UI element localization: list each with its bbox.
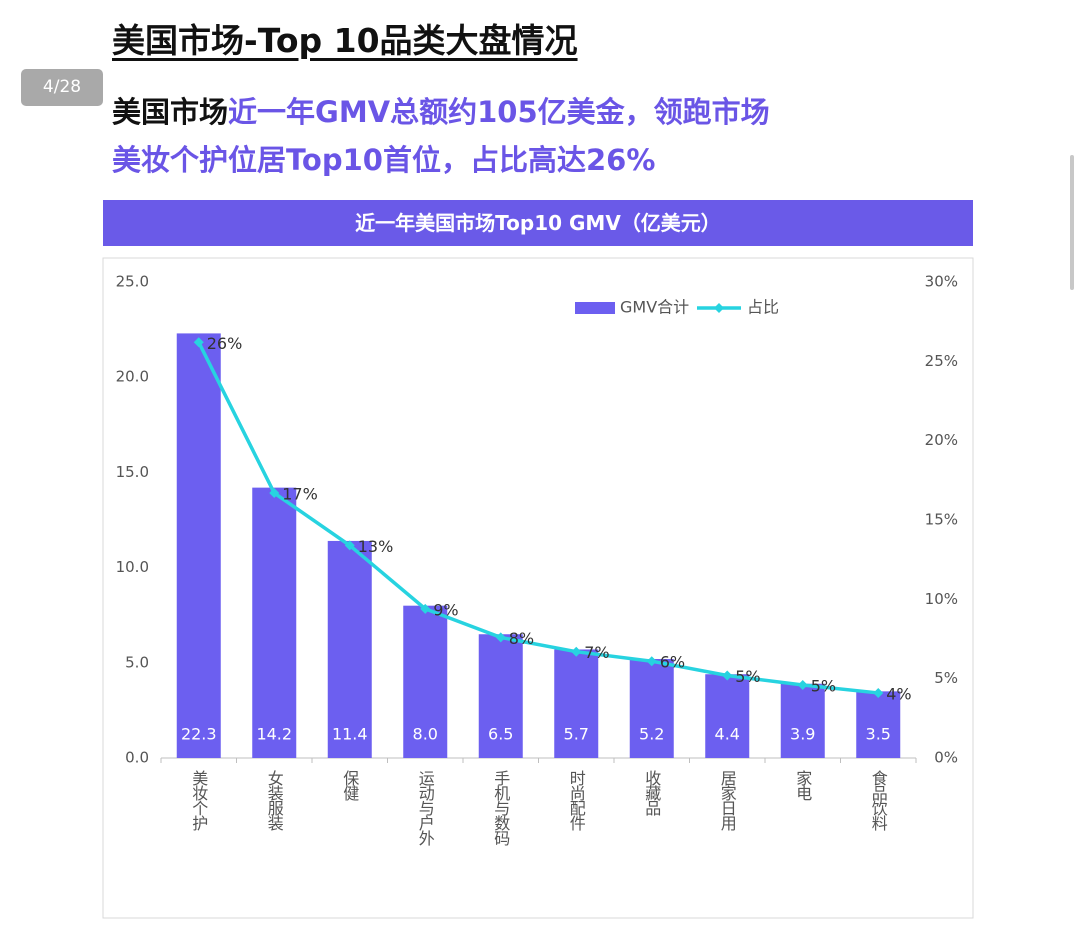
y-tick-label: 0.0 <box>125 749 149 767</box>
x-tick-label: 女装服装 <box>265 769 284 831</box>
line-marker <box>646 656 657 667</box>
bar <box>403 605 448 758</box>
summary-text: 近一年GMV总额约105亿美金，领跑市场 <box>228 95 770 129</box>
bar <box>176 333 221 758</box>
line-marker <box>873 687 884 698</box>
bar-value-label: 5.2 <box>639 725 664 744</box>
y-tick-label: 15.0 <box>116 463 149 481</box>
page-counter: 4/28 <box>21 69 103 106</box>
legend-label: 占比 <box>747 298 779 317</box>
line-marker <box>344 540 355 551</box>
bar <box>252 487 297 758</box>
y2-tick-label: 25% <box>925 352 958 370</box>
y2-tick-label: 30% <box>925 273 958 291</box>
bar-value-label: 22.3 <box>181 725 217 744</box>
bar-value-label: 11.4 <box>332 725 368 744</box>
y2-tick-label: 20% <box>925 431 958 449</box>
y2-tick-label: 0% <box>934 749 958 767</box>
line-value-label: 7% <box>584 643 609 662</box>
x-tick-label: 居家日用 <box>718 770 737 832</box>
line-value-label: 5% <box>735 667 760 686</box>
line-marker <box>722 670 733 681</box>
x-tick-label: 美妆个护 <box>189 770 208 832</box>
bar-value-label: 14.2 <box>256 725 292 744</box>
y-tick-label: 20.0 <box>116 368 149 386</box>
y-tick-label: 5.0 <box>125 653 149 671</box>
y-tick-label: 10.0 <box>116 558 149 576</box>
summary: 美国市场近一年GMV总额约105亿美金，领跑市场美妆个护位居Top10首位，占比… <box>112 88 770 184</box>
bar <box>705 674 750 758</box>
x-tick-label: 收藏品 <box>642 770 661 816</box>
y2-tick-label: 10% <box>925 590 958 608</box>
bar <box>629 658 674 758</box>
legend-swatch <box>714 303 724 313</box>
bar-value-label: 6.5 <box>488 725 513 744</box>
line-marker <box>193 337 204 348</box>
bar-value-label: 4.4 <box>715 725 740 744</box>
line-value-label: 26% <box>207 334 243 353</box>
line-marker <box>571 646 582 657</box>
y2-tick-label: 15% <box>925 511 958 529</box>
line-value-label: 17% <box>282 485 318 504</box>
line-value-label: 6% <box>660 653 685 672</box>
bar <box>554 649 599 758</box>
x-tick-label: 手机与数码 <box>491 770 510 847</box>
line-value-label: 5% <box>811 677 836 696</box>
line-value-label: 13% <box>358 537 394 556</box>
x-tick-label: 家电 <box>793 770 812 801</box>
line-value-label: 4% <box>886 684 911 703</box>
line-marker <box>797 680 808 691</box>
x-tick-label: 时尚配件 <box>567 770 586 831</box>
chart-frame <box>102 257 974 919</box>
x-tick-label: 运动与户外 <box>416 770 435 846</box>
chart-title: 近一年美国市场Top10 GMV（亿美元） <box>103 200 973 246</box>
x-tick-label: 食品饮料 <box>869 770 888 831</box>
y-tick-label: 25.0 <box>116 273 149 291</box>
bar-value-label: 8.0 <box>413 725 438 744</box>
line-marker <box>269 488 280 499</box>
line-marker <box>495 632 506 643</box>
y2-tick-label: 5% <box>934 669 958 687</box>
bar-value-label: 3.5 <box>866 725 891 744</box>
bar <box>478 634 523 758</box>
bar-value-label: 5.7 <box>564 725 589 744</box>
line-value-label: 9% <box>433 600 458 619</box>
x-tick-label: 保健 <box>340 770 359 802</box>
line-marker <box>420 603 431 614</box>
bar <box>856 691 901 758</box>
page-heading: 美国市场-Top 10品类大盘情况 <box>112 21 578 60</box>
legend-label: GMV合计 <box>620 298 689 317</box>
legend-swatch <box>575 302 615 314</box>
summary-text: 美妆个护位居Top10首位，占比高达26% <box>112 143 656 177</box>
line-value-label: 8% <box>509 629 534 648</box>
summary-lead: 美国市场 <box>112 95 229 129</box>
bar <box>780 683 825 758</box>
bar-value-label: 3.9 <box>790 725 815 744</box>
bar <box>327 540 372 758</box>
line <box>197 341 879 695</box>
scrollbar <box>1070 155 1074 290</box>
